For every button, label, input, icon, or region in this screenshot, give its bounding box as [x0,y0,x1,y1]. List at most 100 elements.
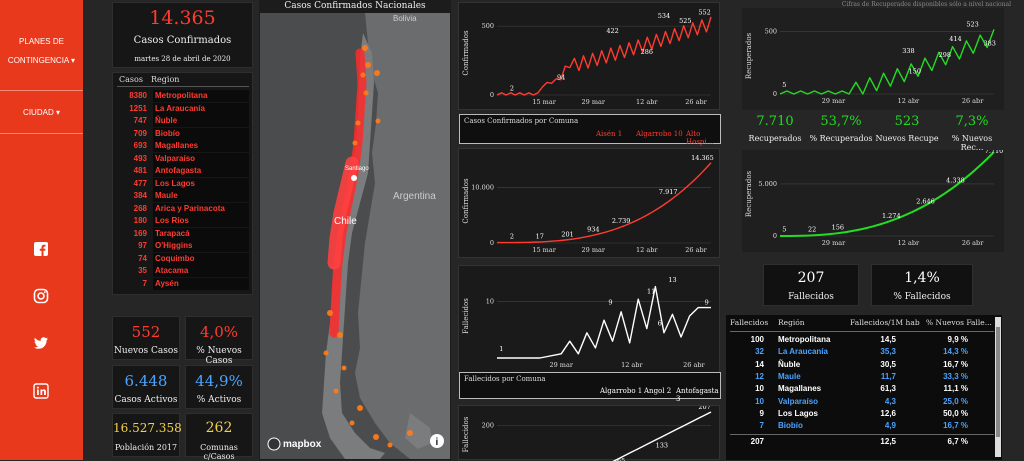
menu-planes-contingencia[interactable]: PLANES DE CONTINGENCIA ▾ [7,37,76,65]
region-cases: 8380 [129,91,147,100]
region-row[interactable]: 384 Maule [117,190,249,202]
data-label: 422 [606,27,618,35]
fallecidos-row[interactable]: 14 Ñuble 30,5 16,7 % [755,359,968,369]
region-name: Coquimbo [153,252,249,265]
pct-activos-label: % Activos [196,395,242,405]
legend-fallecidos-comuna: Fallecidos por Comuna Algarrobo 1 Angol … [459,372,721,403]
x-tick-label: 12 abr [636,98,658,106]
region-cases: 493 [133,153,147,163]
data-label: 414 [949,35,961,43]
region-row[interactable]: 1251 La Araucanía [117,102,249,115]
region-row[interactable]: 709 Biobío [117,127,249,140]
fallecidos-row[interactable]: 9 Los Lagos 12,6 50,0 % [759,408,968,418]
region-name: Arica y Parinacota [153,202,249,215]
twitter-icon[interactable] [33,335,49,351]
menu-ciudad[interactable]: CIUDAD ▾ [23,108,60,117]
region-row[interactable]: 8380 Metropolitana [117,90,249,102]
series-line [496,162,712,244]
data-label: 1.274 [882,212,901,220]
legend-casos-item[interactable]: Alto Hospi... [686,130,714,146]
region-row[interactable]: 747 Ñuble [117,115,249,127]
data-label: 13 [668,276,676,284]
info-icon[interactable] [430,434,444,448]
fallecidos-row[interactable]: 12 Maule 11,7 33,3 % [755,371,968,381]
data-label: 934 [587,226,599,234]
x-tick-label: 12 abr [898,239,920,247]
region-name: Metropolitana [153,90,249,102]
poblacion-value: 16.527.358 [113,421,182,435]
region-name: O'Higgins [153,240,249,252]
casos-confirmados-value: 14.365 [149,7,216,29]
x-tick-label: 15 mar [532,246,556,254]
fallecidos-table-total: 207 12,5 6,7 % [750,437,968,446]
series-line [496,16,712,96]
col-region[interactable]: Región [778,318,805,327]
y-tick-label: 200 [482,422,494,430]
region-name: Los Lagos [153,177,249,190]
region-cases: 7 [142,278,147,288]
recup-note: Cifras de Recuperados disponibles sólo a… [841,1,1011,8]
region-row[interactable]: 169 Tarapacá [117,227,249,240]
legend-fallecidos-item[interactable]: Antofagasta 3 [676,387,719,403]
y-tick-label: 0 [490,239,494,247]
pct-nuevos-recuperados-label: % Nuevos Rec... [951,134,993,152]
data-label: 6 [658,320,662,328]
mapbox-logo-icon [267,437,281,451]
legend-casos-comuna-title: Casos Confirmados por Comuna [464,117,579,125]
linkedin-icon[interactable] [33,383,49,399]
x-tick-label: 12 abr [898,97,920,105]
region-table-divider [117,86,249,87]
col-fallecidos[interactable]: Fallecidos [730,318,769,327]
region-name: Antofagasta [153,165,249,177]
x-tick-label: 26 abr [962,97,984,105]
map-label-bolivia: Bolivia [393,14,417,23]
region-row[interactable]: 493 Valparaíso [117,152,249,165]
region-cases: 709 [133,128,147,138]
legend-casos-comuna: Casos Confirmados por Comuna Aisén 1 Alg… [459,114,721,146]
y-tick-label: 0 [773,232,777,240]
nuevos-casos-card: 552 Nuevos Casos [112,316,180,360]
map-label-argentina: Argentina [393,191,436,202]
legend-fallecidos-item[interactable]: Angol 2 [644,387,672,395]
col-fallecidos-1m[interactable]: Fallecidos/1M hab [850,318,920,327]
region-row[interactable]: 180 Los Ríos [117,215,249,227]
fallecidos-row[interactable]: 32 La Araucanía 35,3 14,3 % [755,347,968,357]
instagram-icon[interactable] [33,288,49,304]
region-row[interactable]: 74 Coquimbo [117,252,249,265]
region-cases: 747 [133,116,147,125]
fallecidos-row[interactable]: 7 Biobío 4,9 16,7 % [759,421,968,431]
map-canvas[interactable]: Bolivia Argentina Chile Santiago mapbox … [260,13,450,459]
region-row[interactable]: 481 Antofagasta [117,165,249,177]
region-row[interactable]: 693 Magallanes [117,140,249,152]
legend-casos-item[interactable]: Aisén 1 [596,130,623,138]
legend-casos-item[interactable]: Algarrobo 10 [636,130,683,138]
region-cases: 180 [133,216,147,225]
data-label: 133 [656,441,668,449]
fallecidos-row[interactable]: 10 Valparaíso 4,3 25,0 % [755,396,968,406]
data-label: 9 [608,299,612,307]
fallecidos-value: 207 [797,270,825,286]
fallecidos-row[interactable]: 100 Metropolitana 14,5 9,9 % [750,335,968,344]
region-row[interactable]: 97 O'Higgins [117,240,249,252]
chart-fallecidos-acumulados: Fallecidos 200 65 133 207 [458,405,720,461]
facebook-icon[interactable] [33,241,49,257]
region-name: Valparaíso [153,152,249,165]
legend-fallecidos-item[interactable]: Algarrobo 1 [600,387,643,395]
data-label: 383 [984,39,996,47]
region-row[interactable]: 35 Atacama [117,265,249,277]
fallecidos-table-scrollbar[interactable] [995,317,1001,457]
y-tick-label: 10.000 [471,184,494,192]
region-row[interactable]: 477 Los Lagos [117,177,249,190]
x-tick-label: 26 abr [683,361,705,369]
region-row[interactable]: 7 Aysén [117,277,249,290]
nuevos-casos-label: Nuevos Casos [114,346,178,356]
scrollbar-thumb[interactable] [996,327,1000,437]
data-label: 94 [557,73,565,81]
fallecidos-row[interactable]: 10 Magallanes 61,3 11,1 % [755,384,968,394]
y-axis-label: Fallecidos [462,416,470,452]
sidebar-divider [0,133,83,134]
region-cases: 481 [133,166,147,175]
col-pct-nuevos[interactable]: % Nuevos Falle... [926,318,992,327]
region-row[interactable]: 268 Arica y Parinacota [117,202,249,215]
casos-confirmados-label: Casos Confirmados [133,35,232,46]
